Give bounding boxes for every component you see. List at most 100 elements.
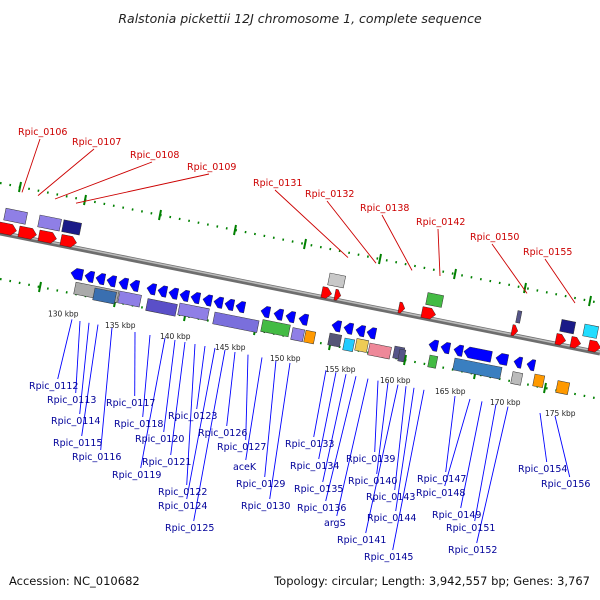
map-title: Ralstonia pickettii 12J chromosome 1, co… bbox=[118, 11, 482, 26]
top-leader-line bbox=[491, 243, 528, 294]
outer-tick-track bbox=[0, 181, 600, 305]
reverse-cds-arrow bbox=[440, 342, 452, 355]
cds-band-segment bbox=[117, 290, 142, 308]
reverse-cds-arrow bbox=[513, 356, 524, 369]
bottom-gene-label: Rpic_0116 bbox=[72, 452, 121, 463]
reverse-cds-arrow bbox=[298, 313, 310, 326]
reverse-cds-arrow bbox=[146, 283, 158, 296]
forward-cds-arrow bbox=[333, 288, 342, 301]
bottom-gene-label: argS bbox=[324, 518, 346, 529]
reverse-cds-arrow bbox=[157, 285, 169, 298]
cds-band-segment bbox=[555, 380, 571, 396]
top-leader-line bbox=[437, 228, 441, 277]
bottom-gene-label: Rpic_0145 bbox=[364, 552, 413, 563]
cds-band-segment bbox=[92, 287, 117, 305]
forward-cds-arrow bbox=[554, 333, 566, 346]
bottom-gene-label: Rpic_0117 bbox=[106, 398, 155, 409]
bottom-gene-label: Rpic_0140 bbox=[348, 476, 397, 487]
reverse-cds-arrow bbox=[95, 273, 107, 286]
bottom-gene-label: Rpic_0141 bbox=[337, 535, 386, 546]
backbone-highlight bbox=[0, 231, 600, 353]
scale-label: 155 kbp bbox=[325, 365, 356, 374]
bottom-leader-line bbox=[264, 360, 277, 478]
outer-major-tick bbox=[523, 282, 527, 294]
reverse-cds-arrow bbox=[224, 298, 236, 311]
scale-label: 140 kbp bbox=[160, 332, 191, 341]
outer-major-tick bbox=[233, 224, 237, 236]
reverse-cds-arrow bbox=[129, 279, 141, 292]
cds-band-segment bbox=[427, 354, 439, 369]
bottom-leader-line bbox=[445, 395, 456, 473]
cds-band-segment bbox=[145, 298, 178, 317]
bottom-gene-label: Rpic_0144 bbox=[367, 513, 416, 524]
top-gene-label: Rpic_0150 bbox=[470, 232, 519, 243]
outer-major-tick bbox=[453, 268, 457, 280]
bottom-gene-label: Rpic_0151 bbox=[446, 523, 495, 534]
cds-band-segment bbox=[260, 319, 291, 338]
bottom-leader-line bbox=[460, 401, 483, 509]
cds-band-segment bbox=[37, 214, 62, 232]
reverse-cds-arrow bbox=[453, 344, 465, 357]
reverse-cds-arrow bbox=[106, 275, 118, 288]
reverse-cds-arrow bbox=[202, 294, 214, 307]
bottom-leader-line bbox=[374, 380, 379, 453]
scale-label: 175 kbp bbox=[545, 409, 576, 418]
gene-feature-layer bbox=[0, 207, 600, 396]
bottom-gene-label: Rpic_0118 bbox=[114, 419, 163, 430]
outer-major-tick bbox=[588, 295, 592, 307]
inner-major-tick bbox=[403, 354, 407, 366]
scale-label: 170 kbp bbox=[490, 398, 521, 407]
bottom-gene-label: Rpic_0133 bbox=[285, 439, 334, 450]
reverse-cds-arrow bbox=[118, 277, 130, 290]
bottom-gene-label: Rpic_0120 bbox=[135, 434, 184, 445]
bottom-gene-label: Rpic_0154 bbox=[518, 464, 567, 475]
reverse-cds-arrow bbox=[331, 320, 343, 333]
outer-major-tick bbox=[303, 238, 307, 250]
bottom-gene-label: Rpic_0115 bbox=[53, 438, 102, 449]
bottom-leader-line bbox=[57, 319, 73, 380]
bottom-leader-line bbox=[245, 354, 249, 441]
cds-band-segment bbox=[425, 292, 444, 308]
bottom-gene-label: Rpic_0124 bbox=[158, 501, 207, 512]
accession-text: Accession: NC_010682 bbox=[9, 574, 140, 588]
backbone-line bbox=[0, 230, 600, 356]
reverse-cds-arrow bbox=[168, 287, 180, 300]
top-leader-line bbox=[54, 161, 153, 200]
cds-band-segment bbox=[452, 357, 503, 380]
scale-label: 135 kbp bbox=[105, 321, 136, 330]
top-gene-label: Rpic_0131 bbox=[253, 178, 302, 189]
cds-band-segment bbox=[177, 302, 210, 321]
bottom-leader-line bbox=[539, 412, 548, 463]
bottom-gene-label: Rpic_0134 bbox=[290, 461, 339, 472]
bottom-leader-line bbox=[376, 382, 389, 475]
bottom-leader-line bbox=[193, 349, 226, 522]
topology-summary: Topology: circular; Length: 3,942,557 bp… bbox=[273, 574, 590, 588]
cds-band-segment bbox=[582, 323, 600, 339]
bottom-gene-label: Rpic_0122 bbox=[158, 487, 207, 498]
bottom-leader-line bbox=[163, 339, 176, 433]
bottom-leader-line bbox=[325, 376, 357, 502]
bottom-gene-label: Rpic_0149 bbox=[432, 510, 481, 521]
cds-band-segment bbox=[510, 371, 524, 386]
bottom-gene-label: Rpic_0148 bbox=[416, 488, 465, 499]
backbone-layer bbox=[0, 230, 600, 356]
top-gene-label: Rpic_0138 bbox=[360, 203, 409, 214]
reverse-cds-arrow bbox=[273, 308, 285, 321]
bottom-leader-line bbox=[313, 370, 327, 438]
top-gene-label: Rpic_0106 bbox=[18, 127, 67, 138]
forward-cds-arrow bbox=[397, 301, 406, 314]
bottom-gene-label: Rpic_0139 bbox=[346, 454, 395, 465]
bottom-gene-label: Rpic_0126 bbox=[198, 428, 247, 439]
cds-band-segment bbox=[342, 337, 356, 353]
reverse-cds-arrow bbox=[428, 339, 440, 352]
bottom-gene-label: Rpic_0136 bbox=[297, 503, 346, 514]
bottom-gene-label: Rpic_0152 bbox=[448, 545, 497, 556]
cds-band-segment bbox=[327, 272, 346, 289]
bottom-gene-label: Rpic_0135 bbox=[294, 484, 343, 495]
bottom-leader-line bbox=[245, 357, 263, 461]
forward-cds-arrow bbox=[420, 306, 436, 320]
bottom-gene-label: Rpic_0113 bbox=[47, 395, 96, 406]
top-gene-label: Rpic_0142 bbox=[416, 217, 465, 228]
